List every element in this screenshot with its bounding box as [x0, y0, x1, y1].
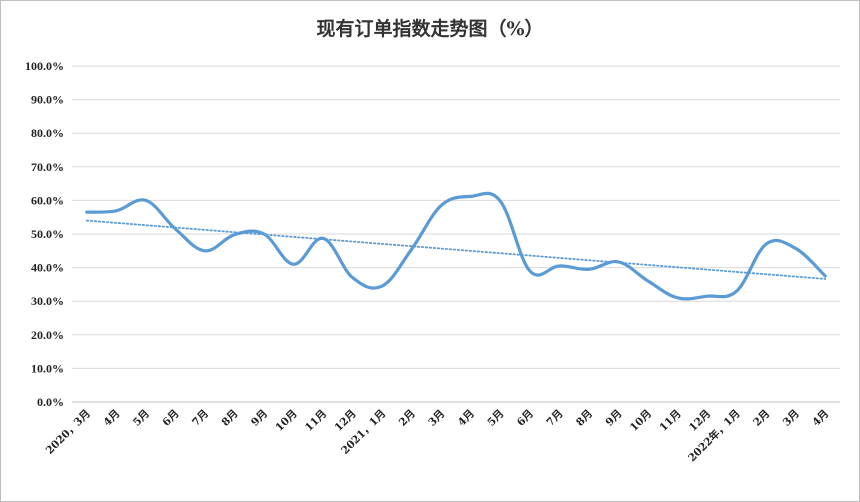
x-tick-label: 8月: [574, 408, 595, 429]
trendline: [85, 219, 827, 280]
x-tick-label: 9月: [604, 408, 625, 429]
y-tick-label: 70.0%: [31, 160, 64, 174]
series-layer: [85, 191, 827, 301]
gridlines: [72, 65, 840, 403]
x-tick-label: 4月: [456, 408, 477, 429]
x-tick-label: 2020，3月: [44, 408, 93, 457]
x-tick-label: 7月: [544, 408, 565, 429]
x-tick-label: 10月: [628, 408, 654, 434]
trendline-line: [85, 219, 827, 280]
x-tick-label: 6月: [515, 408, 536, 429]
x-tick-label: 12月: [332, 408, 358, 434]
x-tick-label: 4月: [101, 408, 122, 429]
y-tick-label: 50.0%: [31, 227, 64, 241]
y-tick-label: 60.0%: [31, 193, 64, 207]
x-tick-label: 2月: [751, 408, 772, 429]
x-tick-label: 10月: [273, 408, 299, 434]
x-tick-label: 6月: [160, 408, 181, 429]
x-tick-label: 7月: [190, 408, 211, 429]
x-tick-label: 5月: [131, 408, 152, 429]
x-tick-label: 12月: [687, 408, 713, 434]
x-tick-label: 3月: [426, 408, 447, 429]
x-tick-label: 11月: [303, 408, 329, 434]
y-tick-label: 40.0%: [31, 261, 64, 275]
y-tick-label: 100.0%: [25, 59, 64, 73]
y-tick-label: 0.0%: [37, 395, 64, 409]
y-axis-ticks: 0.0% 10.0% 20.0% 30.0% 40.0% 50.0% 60.0% 70.0% 8…: [25, 59, 64, 409]
x-tick-label: 3月: [781, 408, 802, 429]
chart-title: 现有订单指数走势图（%）: [316, 18, 544, 40]
x-tick-label: 9月: [249, 408, 270, 429]
y-tick-label: 10.0%: [31, 361, 64, 375]
y-tick-label: 90.0%: [31, 93, 64, 107]
series-line: [85, 191, 827, 301]
y-tick-label: 20.0%: [31, 328, 64, 342]
x-tick-label: 11月: [657, 408, 683, 434]
y-tick-label: 80.0%: [31, 126, 64, 140]
x-tick-label: 2022年，1月: [685, 407, 742, 464]
x-tick-label: 2月: [397, 408, 418, 429]
y-tick-label: 30.0%: [31, 294, 64, 308]
x-tick-label: 5月: [485, 408, 506, 429]
x-tick-label: 8月: [220, 408, 241, 429]
x-tick-label: 4月: [810, 408, 831, 429]
